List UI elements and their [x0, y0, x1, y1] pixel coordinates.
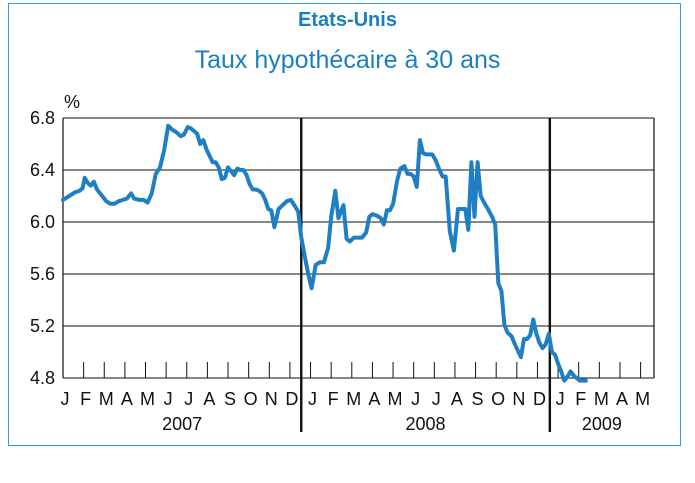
y-tick-label: 6.0	[30, 212, 55, 232]
month-label: J	[184, 389, 193, 409]
mortgage-rate-line	[61, 123, 588, 383]
month-label: J	[556, 389, 565, 409]
chart-title: Etats-Unis	[298, 9, 397, 31]
year-label: 2007	[162, 414, 202, 434]
y-unit-label: %	[64, 92, 80, 112]
chart-subtitle: Taux hypothécaire à 30 ans	[194, 46, 501, 74]
month-label: S	[472, 389, 484, 409]
month-label: J	[164, 389, 173, 409]
month-label: J	[308, 389, 317, 409]
month-label: S	[224, 389, 236, 409]
y-tick-label: 5.6	[30, 264, 55, 284]
month-label: F	[575, 389, 586, 409]
y-tick-label: 6.8	[30, 108, 55, 128]
month-label: M	[635, 389, 650, 409]
month-label: A	[203, 389, 215, 409]
year-label: 2009	[582, 414, 622, 434]
y-tick-label: 4.8	[30, 368, 55, 388]
month-label: M	[388, 389, 403, 409]
month-label: F	[80, 389, 91, 409]
month-label: M	[346, 389, 361, 409]
month-label: F	[328, 389, 339, 409]
month-label: D	[533, 389, 546, 409]
month-label: O	[244, 389, 258, 409]
month-label: A	[121, 389, 133, 409]
month-label: J	[432, 389, 441, 409]
month-label: M	[594, 389, 609, 409]
month-label: A	[368, 389, 380, 409]
month-label: O	[491, 389, 505, 409]
month-label: A	[451, 389, 463, 409]
month-label: M	[140, 389, 155, 409]
year-label: 2008	[406, 414, 446, 434]
month-label: A	[616, 389, 628, 409]
y-tick-label: 6.4	[30, 160, 55, 180]
month-label: J	[61, 389, 70, 409]
month-label: N	[265, 389, 278, 409]
month-label: N	[512, 389, 525, 409]
month-label: M	[99, 389, 114, 409]
month-label: J	[411, 389, 420, 409]
y-tick-label: 5.2	[30, 316, 55, 336]
month-label: D	[285, 389, 298, 409]
